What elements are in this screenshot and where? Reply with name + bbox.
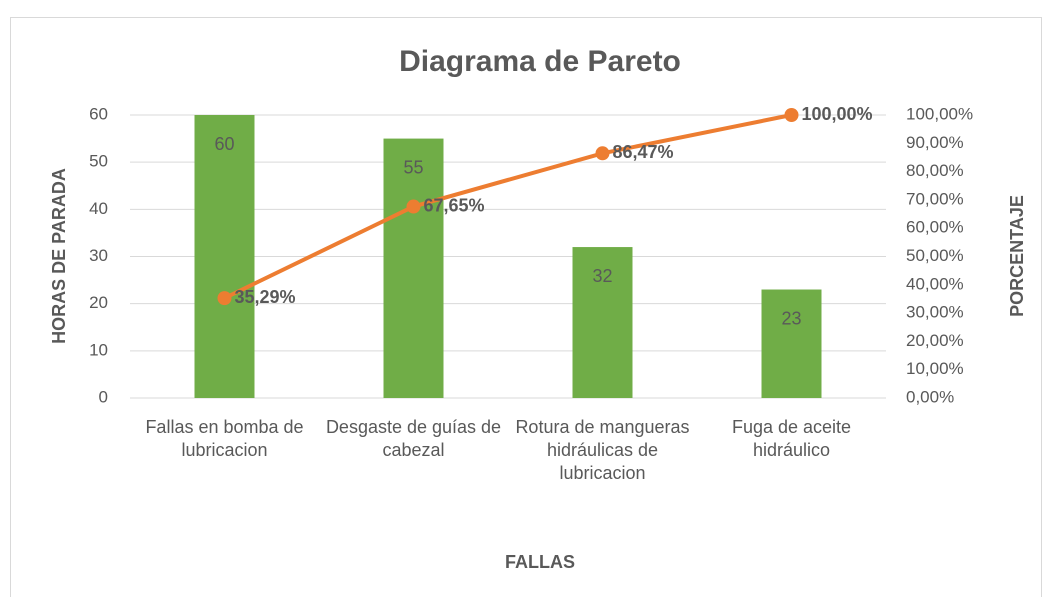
line-value-label: 100,00% [802,104,873,124]
line-value-label: 67,65% [424,195,485,215]
y-tick-label: 50 [89,152,108,171]
y-tick-label: 10 [89,340,108,359]
line-value-label: 86,47% [613,142,674,162]
bar-value-label: 60 [214,134,234,154]
chart-border [10,17,1042,597]
y-axis-title: HORAS DE PARADA [49,168,69,344]
chart-title: Diagrama de Pareto [399,45,681,78]
y-tick-label: 60 [89,104,108,123]
bar [572,247,633,398]
y2-tick-label: 30,00% [906,303,964,322]
line-marker [784,108,799,122]
y-tick-label: 20 [89,293,108,312]
y-tick-label: 40 [89,199,108,218]
line-marker [217,291,232,306]
bar-value-label: 23 [781,308,801,328]
y2-axis-title: PORCENTAJE [1007,195,1027,317]
y-tick-label: 0 [99,387,108,406]
y2-tick-label: 70,00% [906,189,964,208]
x-tick-label: Fallas en bomba de lubricacion [145,417,304,460]
x-tick-label: Rotura de mangueras hidráulicas de lubri… [515,417,690,483]
y2-tick-label: 40,00% [906,274,964,293]
line-marker [406,199,421,214]
line-marker [595,146,610,161]
line [223,113,792,300]
y-tick-label: 30 [89,246,108,265]
y2-tick-label: 100,00% [906,104,973,123]
y2-tick-label: 80,00% [906,161,964,180]
bar [761,289,822,398]
bar-value-label: 32 [592,266,612,286]
y2-tick-label: 90,00% [906,133,964,152]
bar [383,138,444,399]
x-tick-label: Desgaste de guías de cabezal [325,417,502,460]
y2-tick-label: 50,00% [906,246,964,265]
y2-tick-label: 0,00% [906,387,954,406]
y2-tick-label: 60,00% [906,218,964,237]
y2-tick-label: 10,00% [906,359,964,378]
x-tick-label: Fuga de aceite hidráulico [731,417,852,460]
line-value-label: 35,29% [235,287,296,307]
bar [194,115,255,398]
bar-value-label: 55 [403,157,423,177]
y2-tick-label: 20,00% [906,331,964,350]
x-axis-title: FALLAS [505,552,575,572]
